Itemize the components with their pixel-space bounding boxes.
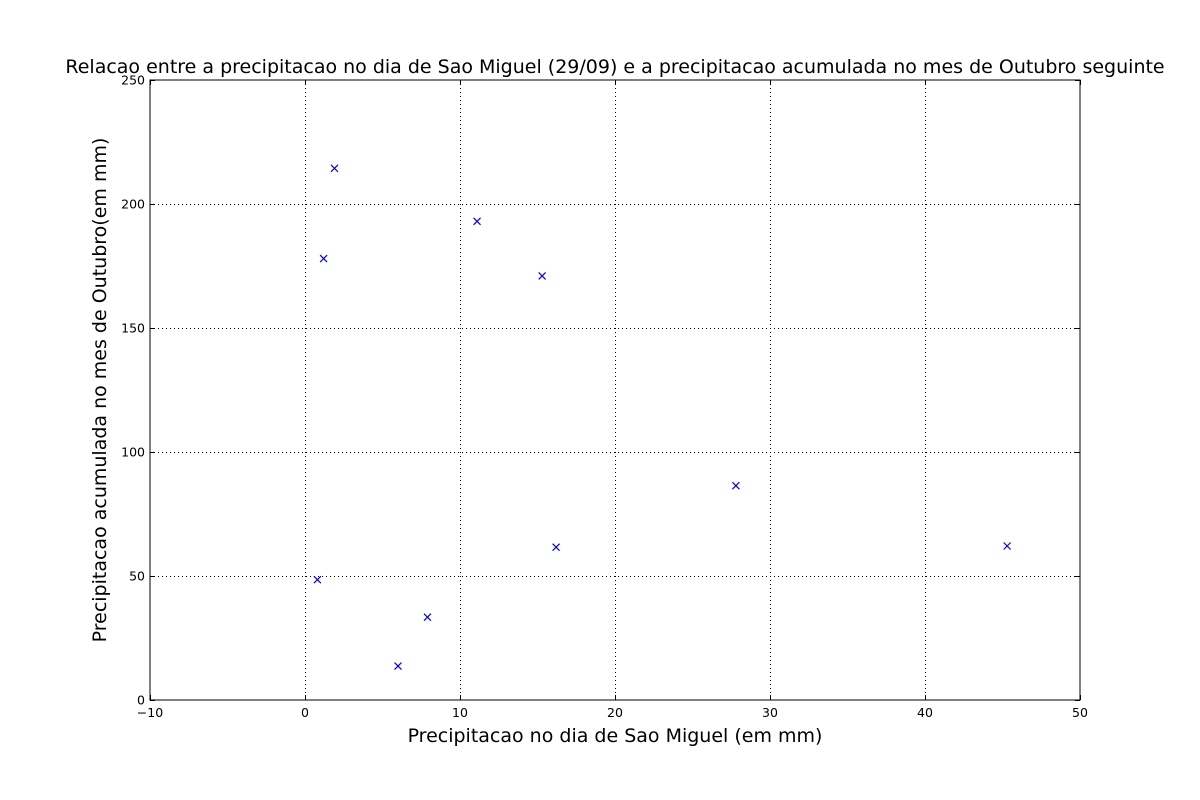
y-tick-label: 50 xyxy=(129,569,145,584)
data-point xyxy=(1003,542,1012,550)
y-tick-label: 0 xyxy=(137,693,145,708)
chart-title: Relacao entre a precipitacao no dia de S… xyxy=(65,56,1164,78)
data-point xyxy=(538,271,547,280)
x-axis-label: Precipitacao no dia de Sao Miguel (em mm… xyxy=(408,725,823,747)
x-tick-label: 10 xyxy=(452,705,468,720)
data-point xyxy=(394,662,402,670)
x-tick-label: 20 xyxy=(607,705,623,720)
y-axis-label: Precipitacao acumulada no mes de Outubro… xyxy=(89,138,111,643)
data-point xyxy=(423,613,432,622)
data-points xyxy=(313,164,1012,670)
y-tick-label: 200 xyxy=(121,197,145,212)
x-tick-label: 40 xyxy=(917,705,933,720)
data-point xyxy=(319,254,328,263)
data-point xyxy=(473,217,481,226)
x-tick-label: 50 xyxy=(1072,705,1088,720)
x-tick-label: −10 xyxy=(137,705,163,720)
grid-lines xyxy=(150,80,1080,700)
data-point xyxy=(731,481,740,490)
y-tick-label: 100 xyxy=(121,445,145,460)
data-point xyxy=(552,543,561,552)
y-tick-label: 250 xyxy=(121,73,145,88)
data-point xyxy=(330,164,339,173)
x-tick-label: 30 xyxy=(762,705,778,720)
x-tick-label: 0 xyxy=(301,705,309,720)
y-tick-label: 150 xyxy=(121,321,145,336)
data-point xyxy=(313,575,322,584)
